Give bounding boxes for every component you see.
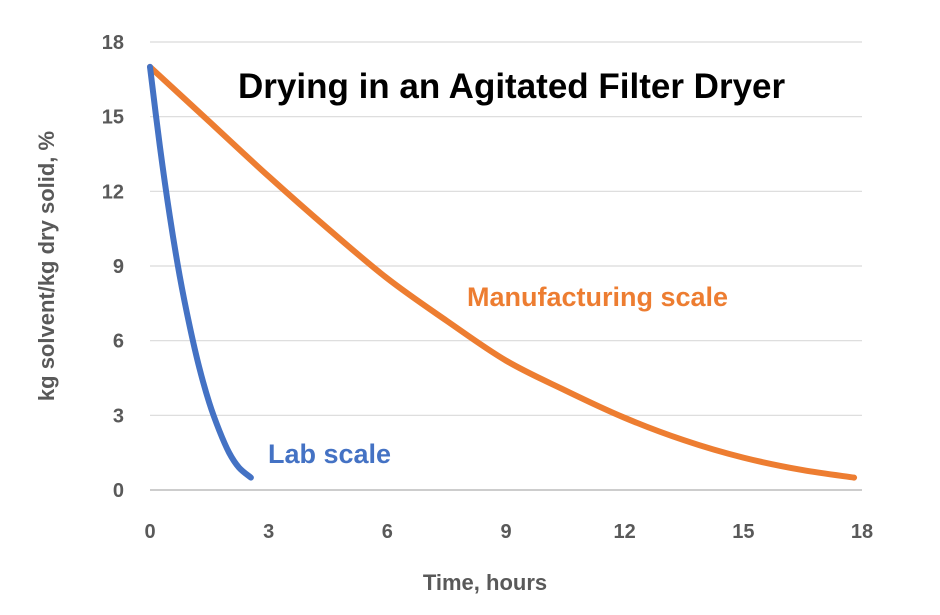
series-label-lab-scale: Lab scale bbox=[268, 439, 391, 469]
y-tick-label: 15 bbox=[102, 107, 124, 129]
x-tick-label: 6 bbox=[382, 521, 393, 543]
y-tick-label: 3 bbox=[113, 405, 124, 427]
series-line-lab-scale bbox=[147, 63, 254, 481]
x-tick-label: 0 bbox=[144, 521, 155, 543]
series-lines bbox=[147, 63, 858, 481]
y-tick-label: 12 bbox=[102, 181, 124, 203]
y-axis-title: kg solvent/kg dry solid, % bbox=[34, 131, 59, 401]
y-tick-label: 6 bbox=[113, 331, 124, 353]
chart-title: Drying in an Agitated Filter Dryer bbox=[238, 67, 786, 106]
x-axis-title: Time, hours bbox=[423, 570, 547, 595]
y-tick-label: 0 bbox=[113, 480, 124, 502]
x-tick-label: 15 bbox=[732, 521, 754, 543]
x-tick-label: 12 bbox=[614, 521, 636, 543]
labels: Drying in an Agitated Filter Dryer Time,… bbox=[34, 67, 786, 595]
series-line-manufacturing-scale bbox=[147, 63, 858, 481]
y-tick-label: 18 bbox=[102, 32, 124, 54]
gridlines bbox=[150, 41, 862, 491]
x-tick-label: 18 bbox=[851, 521, 873, 543]
y-tick-label: 9 bbox=[113, 256, 124, 278]
series-label-manufacturing-scale: Manufacturing scale bbox=[467, 282, 728, 312]
x-tick-label: 9 bbox=[500, 521, 511, 543]
x-tick-label: 3 bbox=[263, 521, 274, 543]
axes: 0 3 6 9 12 15 18 0 3 6 9 12 15 18 bbox=[102, 32, 873, 543]
